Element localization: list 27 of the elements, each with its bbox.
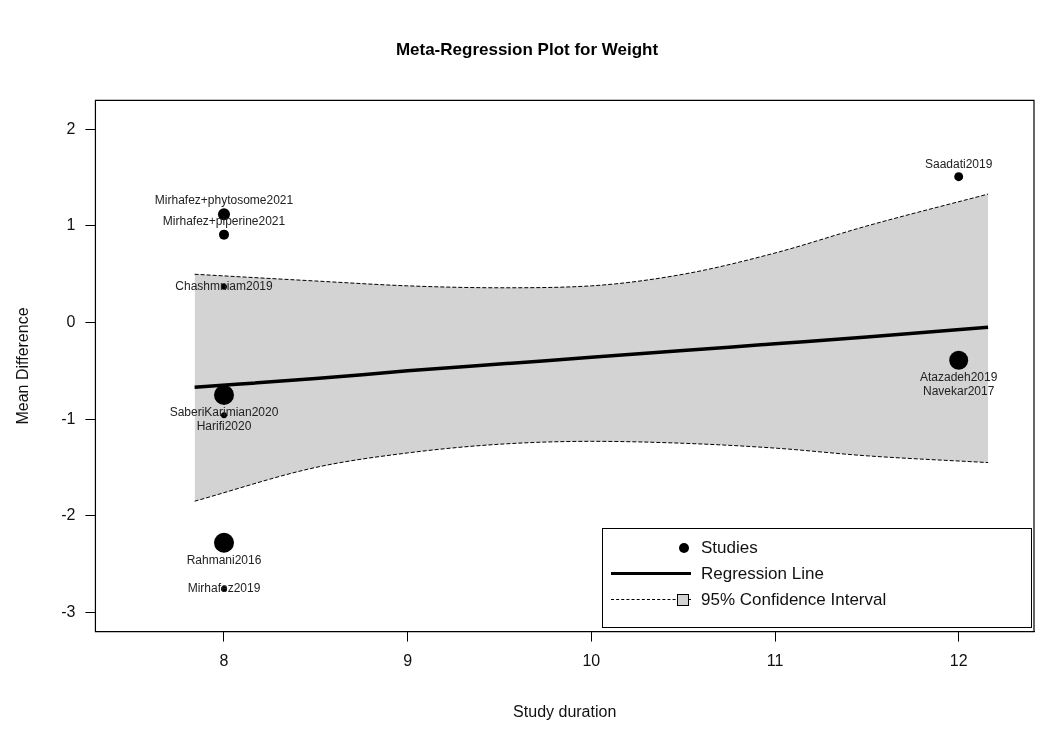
x-axis-title: Study duration (513, 702, 617, 720)
data-label: Harifi2020 (196, 419, 252, 434)
y-tick-label: -1 (61, 409, 76, 427)
y-tick-label: 2 (66, 119, 76, 137)
data-label: Mirhafez+phytosome2021 (154, 192, 294, 207)
legend-label: Studies (701, 537, 758, 558)
x-tick-label: 12 (949, 651, 968, 669)
data-label: Rahmani2016 (186, 553, 262, 568)
data-label: Atazadeh2019 (919, 370, 998, 384)
x-tick-label: 10 (582, 651, 601, 669)
data-label: Chashmniam2019 (175, 279, 274, 294)
data-label: Mirhafez+piperine2021 (162, 213, 286, 228)
y-tick-label: 0 (66, 312, 76, 330)
y-tick-label: 1 (66, 216, 76, 234)
x-tick-label: 11 (766, 651, 784, 669)
y-tick-label: -2 (61, 506, 76, 524)
x-tick-label: 9 (403, 651, 413, 669)
x-tick-label: 8 (219, 651, 229, 669)
chart-title: Meta-Regression Plot for Weight (395, 39, 659, 59)
y-axis-title: Mean Difference (14, 307, 32, 425)
legend-label: Regression Line (701, 563, 824, 584)
line-series (194, 440, 989, 502)
annotation: Navekar2017 (923, 384, 995, 398)
data-label: Saadati2019 (924, 156, 993, 171)
data-label: SaberiKarimian2020 (169, 405, 279, 420)
y-tick-label: -3 (61, 602, 76, 620)
legend-label: 95% Confidence Interval (701, 589, 887, 610)
